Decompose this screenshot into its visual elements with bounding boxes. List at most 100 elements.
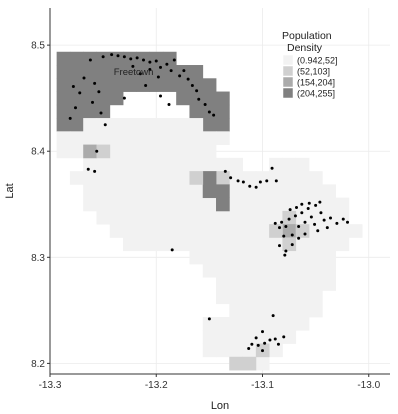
density-cell-119 bbox=[295, 171, 310, 185]
location-point-86 bbox=[278, 244, 281, 248]
density-cell-201 bbox=[162, 237, 177, 252]
density-cell-127 bbox=[162, 184, 177, 199]
density-cell-87 bbox=[83, 157, 97, 172]
density-cell-33 bbox=[69, 91, 84, 106]
density-cell-181 bbox=[136, 224, 151, 238]
density-cell-188 bbox=[229, 224, 243, 238]
density-cell-253 bbox=[229, 303, 243, 318]
density-cell-42 bbox=[69, 104, 84, 119]
density-cell-44 bbox=[96, 104, 111, 119]
location-point-99 bbox=[282, 335, 286, 339]
location-point-57 bbox=[290, 233, 294, 237]
density-cell-21 bbox=[69, 78, 84, 92]
density-cell-114 bbox=[229, 171, 243, 185]
density-cell-81 bbox=[136, 144, 151, 159]
annotation-label-0: Freetown bbox=[114, 67, 154, 78]
density-cell-18 bbox=[176, 65, 190, 79]
density-cell-272 bbox=[255, 330, 270, 344]
location-point-60 bbox=[300, 211, 304, 215]
density-cell-107 bbox=[136, 171, 151, 185]
location-point-89 bbox=[207, 317, 211, 321]
location-point-30 bbox=[82, 76, 86, 80]
density-cell-94 bbox=[176, 157, 190, 172]
density-cell-225 bbox=[322, 250, 336, 265]
density-cell-140 bbox=[83, 197, 97, 212]
density-cell-213 bbox=[322, 237, 336, 252]
density-cell-274 bbox=[282, 330, 297, 344]
density-cell-155 bbox=[282, 197, 297, 212]
density-cell-180 bbox=[123, 224, 137, 238]
location-point-50 bbox=[258, 180, 262, 184]
density-cell-146 bbox=[162, 197, 177, 212]
location-point-77 bbox=[335, 221, 339, 225]
density-cell-283 bbox=[255, 356, 270, 371]
density-cell-167 bbox=[189, 210, 204, 225]
location-point-66 bbox=[319, 211, 323, 215]
density-cell-35 bbox=[96, 91, 111, 106]
density-cell-262 bbox=[229, 316, 243, 331]
location-point-38 bbox=[122, 96, 126, 100]
density-cell-246 bbox=[229, 290, 243, 305]
density-cell-143 bbox=[123, 197, 137, 212]
location-point-16 bbox=[186, 77, 190, 81]
density-cell-153 bbox=[255, 197, 270, 212]
density-cell-171 bbox=[242, 210, 257, 225]
density-cell-102 bbox=[69, 171, 84, 185]
density-cell-175 bbox=[295, 210, 310, 225]
location-point-61 bbox=[303, 220, 307, 224]
legend-entries: (0.942,52](52,103](154,204](204,255] bbox=[282, 54, 338, 99]
location-point-69 bbox=[329, 216, 332, 220]
density-cell-249 bbox=[269, 290, 283, 305]
density-cell-208 bbox=[255, 237, 270, 252]
location-point-68 bbox=[325, 226, 329, 230]
density-cell-38 bbox=[189, 91, 204, 106]
density-cell-270 bbox=[229, 330, 243, 344]
density-cell-96 bbox=[202, 157, 217, 172]
density-cell-134 bbox=[255, 184, 270, 199]
density-cell-71 bbox=[176, 131, 190, 145]
density-cell-211 bbox=[295, 237, 310, 252]
location-point-74 bbox=[278, 226, 281, 230]
density-cell-268 bbox=[202, 330, 217, 344]
location-point-41 bbox=[95, 149, 99, 153]
density-cell-277 bbox=[229, 343, 243, 358]
density-cell-115 bbox=[242, 171, 257, 185]
density-cell-204 bbox=[202, 237, 217, 252]
location-point-46 bbox=[236, 179, 240, 183]
location-point-52 bbox=[270, 166, 274, 170]
legend-swatch-3 bbox=[282, 87, 294, 99]
density-cell-170 bbox=[229, 210, 243, 225]
location-point-64 bbox=[313, 222, 317, 226]
location-point-23 bbox=[131, 64, 135, 68]
density-cell-280 bbox=[269, 343, 283, 358]
density-cell-287 bbox=[202, 171, 217, 185]
density-cell-110 bbox=[176, 171, 190, 185]
location-point-78 bbox=[341, 217, 345, 221]
location-point-97 bbox=[273, 337, 277, 341]
density-cell-198 bbox=[123, 237, 137, 252]
density-cell-256 bbox=[269, 303, 283, 318]
location-point-32 bbox=[97, 90, 101, 94]
density-cell-73 bbox=[202, 131, 217, 145]
density-cell-232 bbox=[282, 263, 297, 278]
density-cell-187 bbox=[216, 224, 230, 238]
density-cell-135 bbox=[269, 184, 283, 199]
density-cell-163 bbox=[136, 210, 151, 225]
density-cell-290 bbox=[216, 197, 230, 212]
density-cell-264 bbox=[255, 316, 270, 331]
density-cell-0 bbox=[56, 51, 71, 66]
density-cell-215 bbox=[189, 250, 204, 265]
density-cell-69 bbox=[149, 131, 164, 145]
density-cell-11 bbox=[83, 65, 97, 79]
density-cell-254 bbox=[242, 303, 257, 318]
density-cell-207 bbox=[242, 237, 257, 252]
location-point-70 bbox=[303, 232, 307, 236]
density-cell-205 bbox=[216, 237, 230, 252]
density-cell-168 bbox=[202, 210, 217, 225]
density-cell-48 bbox=[56, 118, 71, 132]
density-cell-255 bbox=[255, 303, 270, 318]
density-cell-125 bbox=[136, 184, 151, 199]
density-cell-104 bbox=[96, 171, 111, 185]
density-cell-22 bbox=[83, 78, 97, 92]
